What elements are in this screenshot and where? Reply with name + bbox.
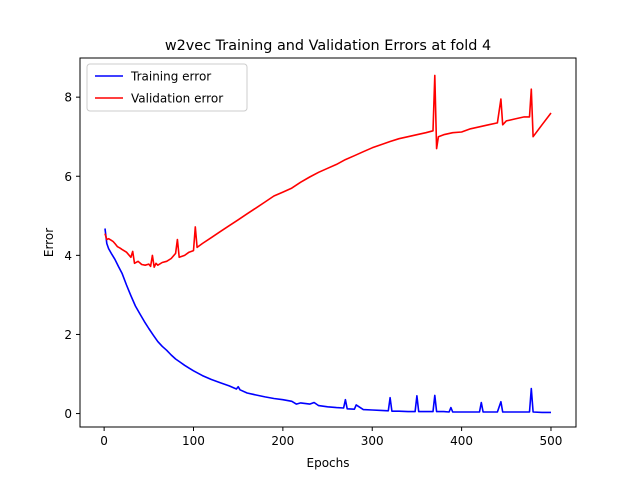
x-tick-label: 200 bbox=[271, 434, 294, 448]
legend-label-training: Training error bbox=[130, 70, 211, 84]
axes-frame bbox=[79, 57, 577, 428]
x-tick-label: 300 bbox=[361, 434, 384, 448]
legend-box bbox=[86, 63, 248, 112]
y-tick-label: 2 bbox=[64, 328, 72, 342]
lines-layer bbox=[104, 74, 552, 414]
validation-error-line bbox=[104, 74, 552, 269]
x-axis-label: Epochs bbox=[307, 456, 350, 470]
chart-title: w2vec Training and Validation Errors at … bbox=[165, 38, 491, 54]
legend: Training error Validation error bbox=[86, 63, 248, 112]
x-tick-label: 500 bbox=[540, 434, 563, 448]
x-tick-label: 100 bbox=[182, 434, 205, 448]
y-tick-label: 6 bbox=[64, 170, 72, 184]
x-tick-label: 400 bbox=[450, 434, 473, 448]
y-axis-ticks: 0 2 4 6 8 bbox=[64, 91, 80, 421]
x-axis-ticks: 0 100 200 300 400 500 bbox=[100, 427, 562, 448]
y-tick-label: 0 bbox=[64, 407, 72, 421]
y-axis-label: Error bbox=[42, 228, 56, 257]
y-tick-label: 8 bbox=[64, 91, 72, 105]
y-tick-label: 4 bbox=[64, 249, 72, 263]
legend-label-validation: Validation error bbox=[131, 92, 223, 106]
training-error-line bbox=[104, 228, 551, 414]
x-tick-label: 0 bbox=[100, 434, 108, 448]
plot-area bbox=[79, 57, 577, 428]
